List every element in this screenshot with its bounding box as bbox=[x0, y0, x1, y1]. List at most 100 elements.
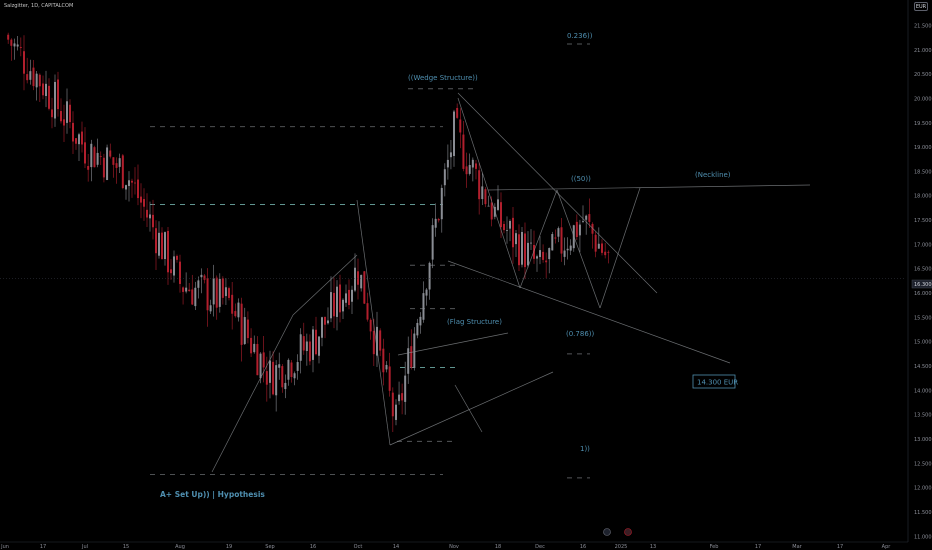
candle-body bbox=[19, 47, 22, 48]
candle-body bbox=[200, 274, 203, 278]
y-tick-label: 17.000 bbox=[914, 242, 932, 248]
trendline bbox=[356, 199, 391, 446]
trendline bbox=[519, 189, 558, 289]
candle-body bbox=[96, 152, 99, 165]
wedge-structure-label[interactable]: ((Wedge Structure)) bbox=[408, 74, 478, 82]
neckline-label[interactable]: (Neckline) bbox=[695, 171, 731, 179]
candle-body bbox=[351, 289, 353, 302]
fib-786-label[interactable]: (0.786)) bbox=[566, 330, 595, 338]
candle-body bbox=[16, 44, 19, 47]
candle-body bbox=[395, 404, 397, 420]
last-price-tag bbox=[911, 279, 932, 289]
target-label: 14.300 EUR bbox=[697, 379, 738, 387]
candle-body bbox=[240, 303, 243, 345]
target-box[interactable] bbox=[692, 374, 736, 389]
candle-body bbox=[10, 39, 13, 46]
trendline bbox=[487, 184, 811, 191]
candle-body bbox=[278, 364, 281, 368]
candle-body bbox=[57, 79, 59, 110]
x-tick-label: Aug bbox=[175, 544, 185, 550]
candle-body bbox=[106, 147, 109, 181]
candle-body bbox=[275, 365, 278, 396]
settings-icon[interactable] bbox=[603, 528, 611, 536]
hypothesis-label[interactable]: A+ Set Up)) | Hypothesis bbox=[160, 490, 265, 500]
candle-body bbox=[259, 353, 262, 379]
candle-body bbox=[490, 202, 493, 220]
candle-body bbox=[542, 251, 545, 260]
candle-body bbox=[246, 319, 249, 339]
x-tick-label: Jul bbox=[81, 544, 88, 550]
y-tick-label: 13.000 bbox=[914, 437, 932, 443]
candle-body bbox=[585, 215, 588, 220]
candle-body bbox=[497, 199, 499, 210]
candle-body bbox=[478, 170, 481, 200]
candle-body bbox=[360, 274, 363, 289]
candle-body bbox=[78, 134, 80, 145]
candle-body bbox=[93, 147, 96, 168]
trendline bbox=[457, 92, 658, 294]
candle-body bbox=[215, 277, 218, 308]
candle-body bbox=[345, 293, 347, 303]
candle-body bbox=[60, 111, 62, 122]
candle-body bbox=[42, 83, 44, 96]
candle-body bbox=[471, 159, 474, 168]
candle-body bbox=[551, 234, 554, 251]
currency-button[interactable]: EUR bbox=[914, 2, 928, 11]
candle-body bbox=[13, 43, 16, 47]
candle-body bbox=[563, 250, 566, 257]
x-tick-label: 16 bbox=[310, 544, 316, 550]
y-tick-label: 16.500 bbox=[914, 267, 932, 273]
candle-body bbox=[212, 278, 215, 305]
candle-body bbox=[506, 230, 508, 231]
candle-body bbox=[194, 287, 197, 307]
candle-body bbox=[607, 251, 610, 253]
candle-body bbox=[324, 316, 326, 325]
y-tick-label: 16.000 bbox=[914, 291, 932, 297]
fifty-label[interactable]: ((50)) bbox=[571, 175, 591, 183]
x-tick-label: 15 bbox=[123, 544, 129, 550]
fib-236-label[interactable]: 0.236)) bbox=[567, 32, 593, 40]
candle-body bbox=[321, 317, 323, 338]
x-tick-label: Sep bbox=[265, 544, 274, 550]
candle-body bbox=[161, 232, 163, 260]
candle-body bbox=[348, 289, 350, 306]
candle-body bbox=[333, 292, 335, 317]
candle-body bbox=[354, 267, 356, 291]
candle-body bbox=[440, 187, 443, 220]
candle-body bbox=[416, 322, 419, 336]
candle-body bbox=[182, 287, 185, 292]
y-tick-label: 12.500 bbox=[914, 461, 932, 467]
candle-body bbox=[434, 218, 437, 228]
symbol-title: Salzgitter, 1D, CAPITALCOM bbox=[4, 3, 74, 9]
candle-body bbox=[134, 182, 136, 184]
x-tick-label: 2025 bbox=[615, 544, 628, 550]
candle-body bbox=[75, 138, 77, 144]
candle-body bbox=[569, 245, 572, 251]
flag-structure-label[interactable]: (Flag Structure) bbox=[447, 318, 502, 326]
candle-body bbox=[281, 366, 284, 388]
x-tick-label: Dec bbox=[535, 544, 545, 550]
candle-body bbox=[518, 234, 520, 266]
x-tick-label: Oct bbox=[354, 544, 363, 550]
candle-body bbox=[269, 360, 271, 383]
candle-body bbox=[509, 220, 511, 229]
candle-body bbox=[357, 271, 359, 285]
y-tick-label: 20.000 bbox=[914, 96, 932, 102]
candle-body bbox=[84, 142, 86, 164]
trendline bbox=[292, 254, 358, 316]
alert-icon[interactable] bbox=[624, 528, 632, 536]
candle-body bbox=[548, 248, 551, 260]
candle-body bbox=[146, 209, 148, 218]
y-tick-label: 14.500 bbox=[914, 364, 932, 370]
candle-body bbox=[521, 231, 523, 265]
candle-body bbox=[557, 228, 560, 237]
y-tick-label: 15.500 bbox=[914, 315, 932, 321]
fib-1-label[interactable]: 1)) bbox=[580, 445, 590, 453]
candle-body bbox=[112, 157, 115, 165]
candle-body bbox=[481, 186, 484, 200]
candle-body bbox=[410, 346, 413, 368]
candle-body bbox=[503, 224, 505, 231]
candle-body bbox=[372, 330, 375, 355]
candle-body bbox=[382, 348, 385, 373]
